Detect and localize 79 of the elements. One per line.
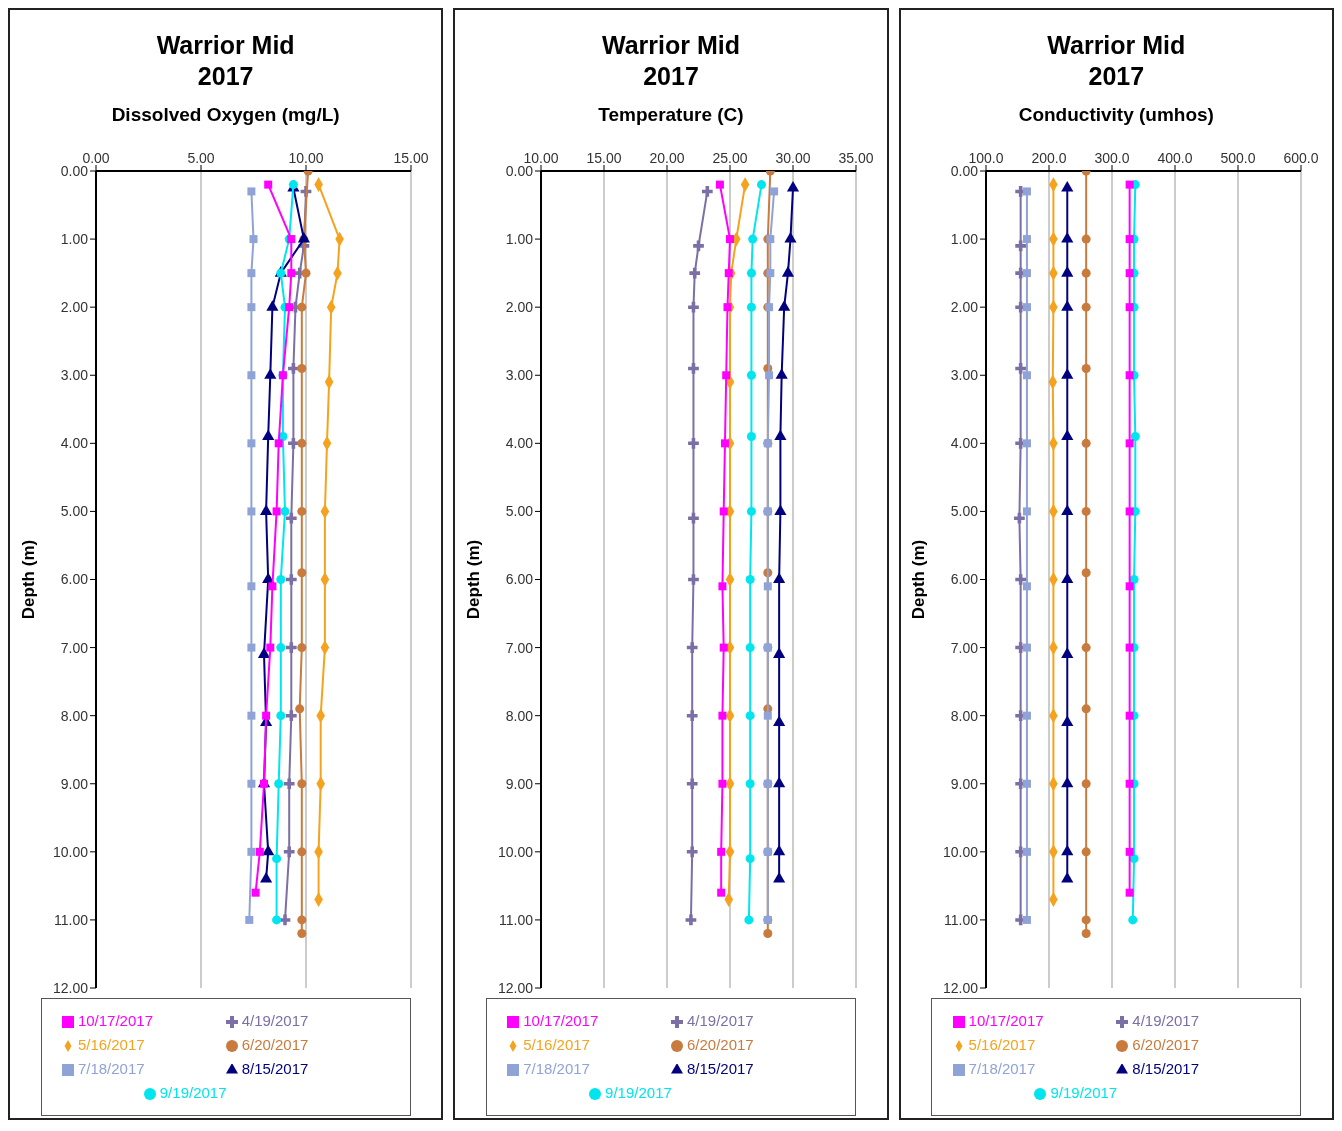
- y-tick-label: 2.00: [505, 299, 534, 316]
- y-tick-label: 11.00: [498, 911, 534, 928]
- legend-label: 5/16/2017: [968, 1036, 1036, 1053]
- chart-title: Warrior Mid 2017: [156, 30, 295, 92]
- legend-label: 7/18/2017: [523, 1060, 590, 1077]
- x-tick-label: 15.00: [586, 150, 622, 166]
- y-tick-label: 10.00: [497, 843, 534, 860]
- y-tick-label: 8.00: [505, 707, 534, 724]
- legend-label: 4/19/2017: [686, 1012, 754, 1029]
- chart-subtitle: Dissolved Oxygen (mg/L): [111, 104, 340, 126]
- y-tick-label: 9.00: [951, 775, 979, 792]
- legend-label: 6/20/2017: [1132, 1036, 1200, 1053]
- y-tick-label: 3.00: [60, 367, 88, 384]
- legend-label: 9/19/2017: [159, 1084, 227, 1101]
- legend-label: 9/19/2017: [1050, 1084, 1118, 1101]
- y-tick-label: 5.00: [951, 503, 979, 520]
- x-tick-label: 25.00: [712, 150, 748, 166]
- y-tick-label: 3.00: [951, 367, 979, 384]
- legend-label: 5/16/2017: [523, 1036, 590, 1053]
- x-tick-label: 5.00: [187, 150, 215, 166]
- y-tick-label: 5.00: [60, 503, 88, 520]
- x-tick-label: 400.0: [1157, 150, 1194, 166]
- y-tick-label: 5.00: [505, 503, 534, 520]
- y-tick-label: 4.00: [60, 435, 88, 452]
- y-tick-label: 7.00: [505, 639, 534, 656]
- y-tick-label: 8.00: [951, 707, 979, 724]
- legend-label: 4/19/2017: [241, 1012, 309, 1029]
- y-tick-label: 11.00: [53, 911, 88, 928]
- y-axis-title: Depth (m): [464, 539, 484, 620]
- legend-label: 7/18/2017: [77, 1060, 145, 1077]
- chart-subtitle: Temperature (C): [598, 104, 744, 126]
- y-tick-label: 1.00: [951, 231, 979, 248]
- y-tick-label: 7.00: [951, 639, 979, 656]
- legend-label: 8/15/2017: [686, 1060, 754, 1077]
- chart-subtitle: Conductivity (umhos): [1018, 104, 1214, 126]
- y-tick-label: 12.00: [52, 979, 88, 996]
- legend-label: 6/20/2017: [686, 1036, 754, 1053]
- y-tick-label: 12.00: [497, 979, 534, 996]
- y-tick-label: 2.00: [60, 299, 88, 316]
- y-tick-label: 4.00: [951, 435, 979, 452]
- y-tick-label: 8.00: [60, 707, 88, 724]
- y-axis-title: Depth (m): [18, 539, 38, 620]
- legend-label: 4/19/2017: [1132, 1012, 1200, 1029]
- y-tick-label: 6.00: [951, 571, 979, 588]
- legend-label: 10/17/2017: [523, 1012, 599, 1029]
- x-tick-label: 30.00: [775, 150, 811, 166]
- y-tick-label: 1.00: [60, 231, 88, 248]
- y-tick-label: 3.00: [505, 367, 534, 384]
- y-tick-label: 9.00: [505, 775, 534, 792]
- y-tick-label: 9.00: [60, 775, 88, 792]
- x-tick-label: 10.00: [288, 150, 324, 166]
- x-tick-label: 300.0: [1094, 150, 1131, 166]
- y-tick-label: 4.00: [505, 435, 534, 452]
- y-tick-label: 10.00: [52, 843, 88, 860]
- chart-title: Warrior Mid 2017: [1047, 30, 1186, 92]
- x-tick-label: 200.0: [1031, 150, 1068, 166]
- x-tick-label: 35.00: [838, 150, 874, 166]
- legend-label: 5/16/2017: [77, 1036, 145, 1053]
- y-tick-label: 6.00: [505, 571, 534, 588]
- legend-label: 10/17/2017: [77, 1012, 153, 1029]
- y-tick-label: 11.00: [944, 911, 979, 928]
- y-tick-label: 2.00: [951, 299, 979, 316]
- legend-label: 6/20/2017: [241, 1036, 309, 1053]
- y-tick-label: 1.00: [505, 231, 534, 248]
- legend-label: 8/15/2017: [241, 1060, 309, 1077]
- y-axis-title: Depth (m): [909, 539, 929, 620]
- legend-label: 7/18/2017: [968, 1060, 1036, 1077]
- chart-title: Warrior Mid 2017: [602, 30, 740, 92]
- y-tick-label: 10.00: [943, 843, 979, 860]
- x-tick-label: 600.0: [1283, 150, 1320, 166]
- legend-label: 10/17/2017: [968, 1012, 1044, 1029]
- y-tick-label: 6.00: [60, 571, 88, 588]
- x-tick-label: 15.00: [393, 150, 429, 166]
- y-tick-label: 12.00: [943, 979, 979, 996]
- legend-label: 9/19/2017: [605, 1084, 672, 1101]
- x-tick-label: 500.0: [1220, 150, 1257, 166]
- y-tick-label: 7.00: [60, 639, 88, 656]
- x-tick-label: 20.00: [649, 150, 685, 166]
- legend-label: 8/15/2017: [1132, 1060, 1200, 1077]
